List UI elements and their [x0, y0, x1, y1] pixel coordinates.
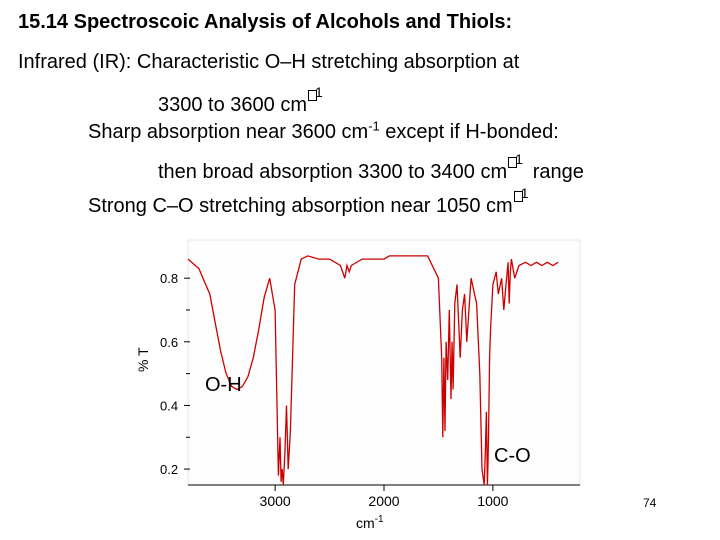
superscript: 1	[520, 185, 529, 201]
sharp-absorption-suffix: except if H-bonded:	[379, 121, 559, 143]
spectrum-line	[187, 255, 559, 486]
missing-glyph-icon: 1	[307, 84, 327, 107]
superscript: 1	[315, 84, 323, 100]
superscript: -1	[368, 118, 380, 134]
y-tick-label: 0.2	[160, 462, 178, 477]
x-tick-label: 2000	[368, 493, 399, 509]
y-tick-label: 0.6	[160, 335, 178, 350]
x-tick-label: 1000	[477, 493, 508, 509]
superscript: 1	[515, 151, 523, 167]
y-tick-label: 0.4	[160, 398, 178, 413]
y-tick-label: 0.8	[160, 271, 178, 286]
co-annotation: C-O	[494, 445, 531, 467]
missing-glyph-icon: 1	[507, 151, 527, 174]
co-absorption-line: Strong C–O stretching absorption near 10…	[88, 185, 533, 218]
x-axis-label: cm-1	[356, 514, 384, 531]
x-axis: 3000 2000 1000	[188, 484, 580, 509]
oh-annotation: O-H	[205, 374, 242, 396]
broad-absorption-line: then broad absorption 3300 to 3400 cm 1 r…	[158, 151, 584, 184]
sharp-absorption-line: Sharp absorption near 3600 cm-1 except i…	[88, 118, 559, 144]
oh-range-text: 3300 to 3600 cm	[158, 94, 307, 116]
page-number: 74	[643, 496, 657, 510]
x-tick-label: 3000	[260, 493, 291, 509]
slide-title: 15.14 Spectroscoic Analysis of Alcohols …	[18, 11, 513, 33]
missing-glyph-icon: 1	[513, 185, 533, 208]
ir-summary-line: Infrared (IR): Characteristic O–H stretc…	[18, 51, 520, 73]
broad-absorption-text: then broad absorption 3300 to 3400 cm	[158, 161, 508, 183]
co-absorption-text: Strong C–O stretching absorption near 10…	[88, 195, 513, 217]
oh-range-line: 3300 to 3600 cm 1	[158, 84, 327, 117]
y-axis: 0.8 0.6 0.4 0.2	[160, 271, 190, 477]
broad-absorption-suffix: range	[527, 161, 584, 183]
sharp-absorption-text: Sharp absorption near 3600 cm	[88, 121, 369, 143]
y-axis-label: % T	[135, 347, 151, 372]
